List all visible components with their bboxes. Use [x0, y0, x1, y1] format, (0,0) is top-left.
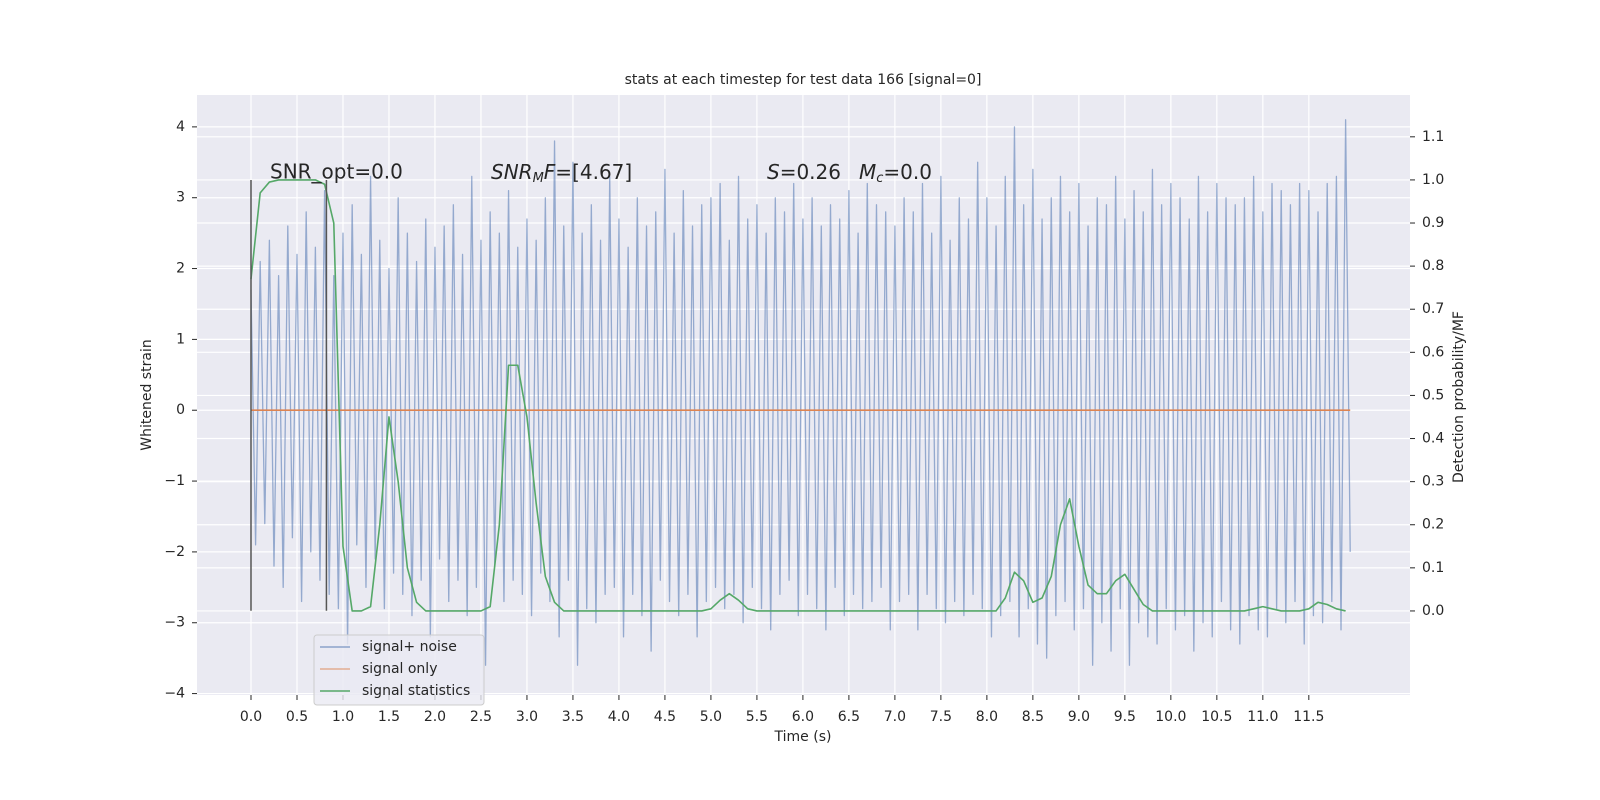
x-tick-label: 7.5	[930, 709, 952, 725]
x-tick-label: 5.0	[700, 709, 722, 725]
chart-title: stats at each timestep for test data 166…	[625, 72, 982, 88]
legend-box	[313, 634, 485, 706]
annotation-part: =0.0	[883, 160, 932, 184]
x-tick-label: 2.5	[470, 709, 492, 725]
x-tick-label: 3.5	[562, 709, 584, 725]
y2-tick-label: 0.4	[1422, 431, 1444, 447]
y2-tick-label: 0.7	[1422, 301, 1444, 317]
y2-tick-label: 0.8	[1422, 258, 1444, 274]
x-tick-label: 8.5	[1022, 709, 1044, 725]
x-tick-label: 9.0	[1068, 709, 1090, 725]
x-tick-label: 11.5	[1293, 709, 1324, 725]
x-tick-label: 4.5	[654, 709, 676, 725]
y-tick-label: −2	[164, 544, 185, 560]
y-tick-label: 3	[176, 190, 185, 206]
x-tick-label: 6.0	[792, 709, 814, 725]
y2-tick-label: 0.9	[1422, 215, 1444, 231]
y2-tick-label: 0.2	[1422, 517, 1444, 533]
annotation-part: =[4.67]	[555, 160, 632, 184]
y2-tick-label: 1.1	[1422, 129, 1444, 145]
annotation-part: =0.26	[780, 160, 841, 184]
annotation: S=0.26	[767, 160, 841, 184]
x-tick-label: 7.0	[884, 709, 906, 725]
x-tick-label: 1.0	[332, 709, 354, 725]
y-tick-label: −4	[164, 686, 185, 702]
legend-label: signal only	[362, 661, 437, 677]
x-tick-label: 8.0	[976, 709, 998, 725]
y-axis-label: Whitened strain	[139, 339, 155, 450]
x-tick-label: 9.5	[1114, 709, 1136, 725]
legend-label: signal+ noise	[362, 639, 457, 655]
y-tick-label: −1	[164, 473, 185, 489]
x-tick-label: 0.0	[240, 709, 262, 725]
y-tick-label: 0	[176, 402, 185, 418]
legend: signal+ noise signal only signal statistic…	[313, 634, 485, 706]
annotation: SNRMF=[4.67]	[491, 160, 632, 186]
annotation-part: F	[544, 160, 556, 184]
x-tick-label: 11.0	[1247, 709, 1278, 725]
x-tick-label: 2.0	[424, 709, 446, 725]
y2-tick-label: 0.6	[1422, 344, 1444, 360]
y-tick-label: 1	[176, 331, 185, 347]
x-tick-label: 6.5	[838, 709, 860, 725]
y2-tick-label: 0.5	[1422, 387, 1444, 403]
annotation-part: c	[876, 171, 883, 186]
y-tick-label: −3	[164, 615, 185, 631]
x-tick-label: 0.5	[286, 709, 308, 725]
x-tick-label: 5.5	[746, 709, 768, 725]
annotation: SNR_opt=0.0	[270, 160, 403, 184]
x-tick-label: 10.0	[1155, 709, 1186, 725]
x-axis-label: Time (s)	[774, 729, 832, 745]
annotation-part: S	[767, 160, 780, 184]
annotation-part: M	[533, 171, 544, 186]
y2-axis-label: Detection probability/MF	[1451, 311, 1467, 483]
x-tick-label: 4.0	[608, 709, 630, 725]
legend-label: signal statistics	[362, 683, 470, 699]
x-tick-label: 1.5	[378, 709, 400, 725]
labels: 0.0 0.5 1.0 1.5 2.0 2.5 3.0 3.5 4.0 4.5 5.0 5.5 6.0 6…	[164, 119, 1444, 725]
annotation: Mc=0.0	[859, 160, 932, 186]
y-tick-label: 2	[176, 261, 185, 277]
y2-tick-label: 0.3	[1422, 474, 1444, 490]
annotation-part: M	[859, 160, 876, 184]
series-line	[250, 179, 1346, 612]
y2-tick-label: 0.0	[1422, 603, 1444, 619]
marks	[250, 119, 1351, 666]
series-line	[250, 119, 1351, 666]
x-tick-label: 3.0	[516, 709, 538, 725]
y2-tick-label: 0.1	[1422, 560, 1444, 576]
annotation-part: SNR	[491, 160, 533, 184]
y-tick-label: 4	[176, 119, 185, 135]
y2-tick-label: 1.0	[1422, 172, 1444, 188]
x-tick-label: 10.5	[1201, 709, 1232, 725]
